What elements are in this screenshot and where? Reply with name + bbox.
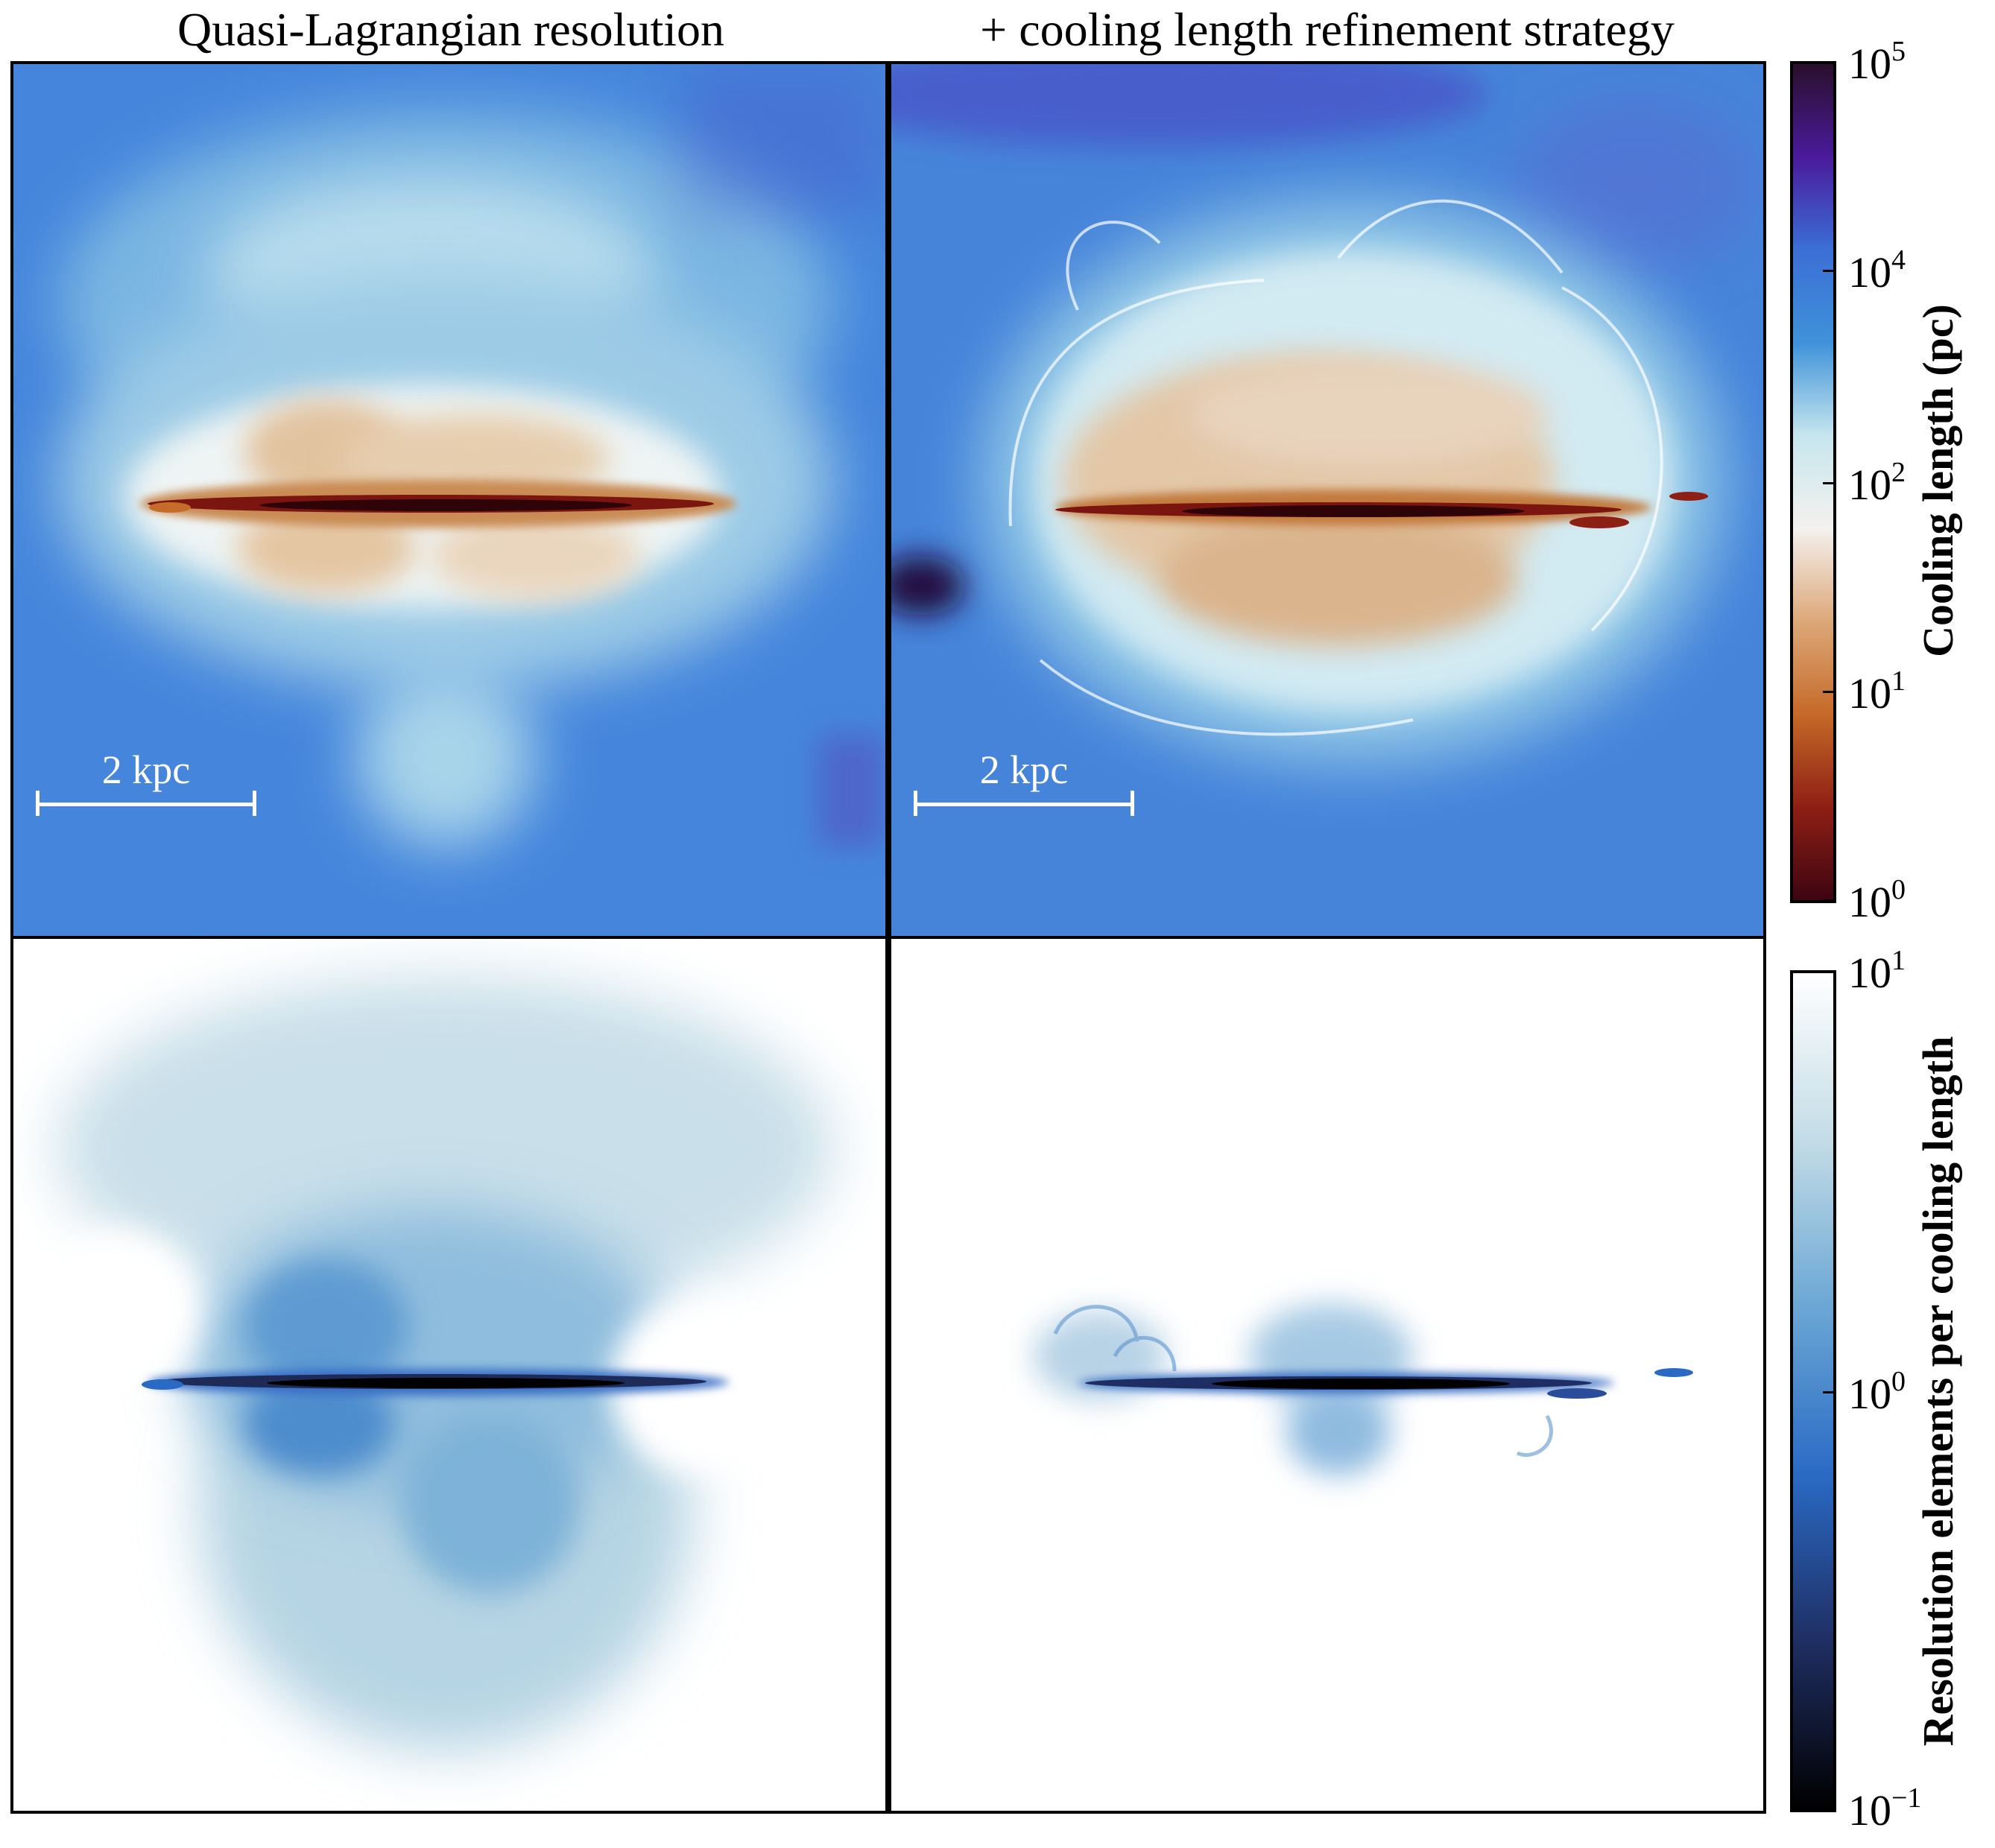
left-column-title: Quasi-Lagrangian resolution <box>177 3 724 56</box>
cooling-tick-label-1e5: 105 <box>1848 36 1906 88</box>
scale-bar: 2 kpc <box>914 749 1134 820</box>
resolution-map-quasi-lagrangian <box>13 939 885 1811</box>
panel-cooling-length-refinement: 2 kpc <box>888 61 1766 939</box>
cooling-tick-label-1e2: 102 <box>1848 457 1906 509</box>
panel-cooling-length-quasi-lagrangian: 2 kpc <box>10 61 888 939</box>
resolution-map-refinement <box>891 939 1763 1811</box>
panel-resolution-refinement <box>888 936 1766 1814</box>
cooling-tick-label-1e1: 101 <box>1848 665 1906 718</box>
scale-bar-faint <box>36 1708 61 1733</box>
cooling-tick-label-1e0: 100 <box>1848 874 1906 926</box>
cooling-length-map-quasi-lagrangian <box>13 64 885 936</box>
scale-bar: 2 kpc <box>36 749 256 820</box>
cooling-length-map-refinement <box>891 64 1763 936</box>
colorbar-cooling-label: Cooling length (pc) <box>1914 304 1962 657</box>
resolution-tick-label-1e1: 101 <box>1848 945 1906 997</box>
cooling-tick-label-1e4: 104 <box>1848 244 1906 297</box>
scale-bar-label: 2 kpc <box>101 747 191 792</box>
resolution-tick-label-1em1: 10−1 <box>1848 1782 1922 1835</box>
colorbar-resolution-label: Resolution elements per cooling length <box>1914 1036 1962 1747</box>
scale-bar-label: 2 kpc <box>979 747 1069 792</box>
panel-resolution-quasi-lagrangian <box>10 936 888 1814</box>
right-column-title: + cooling length refinement strategy <box>980 3 1675 56</box>
resolution-tick-label-1e0: 100 <box>1848 1366 1906 1418</box>
